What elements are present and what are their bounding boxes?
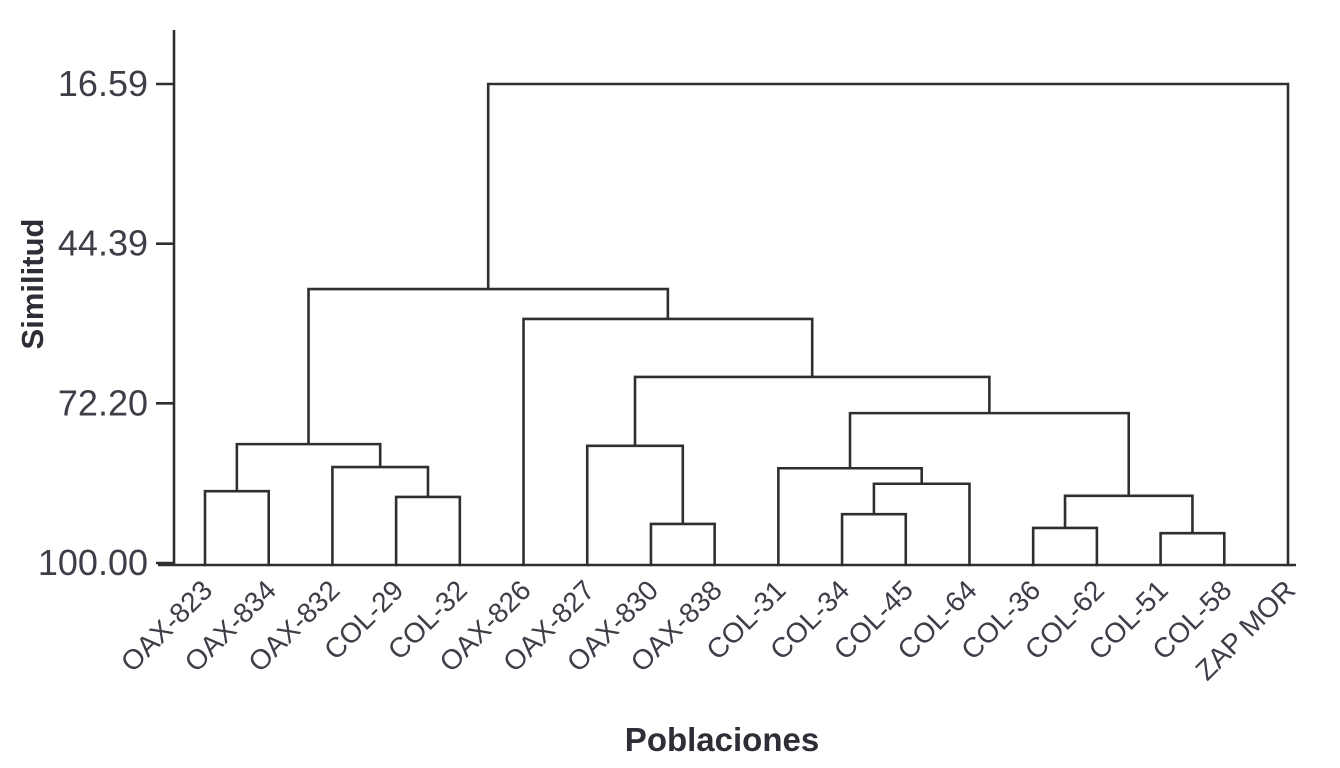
x-axis-title: Poblaciones — [624, 721, 820, 758]
y-tick-label: 16.59 — [58, 63, 148, 104]
y-tick-label: 100.00 — [38, 542, 148, 583]
axis-lines — [156, 30, 1296, 567]
y-axis-title: Similitud — [15, 218, 50, 350]
dendrogram-lines — [203, 82, 1290, 567]
y-tick-label: 72.20 — [58, 382, 148, 423]
y-tick-label: 44.39 — [58, 223, 148, 264]
